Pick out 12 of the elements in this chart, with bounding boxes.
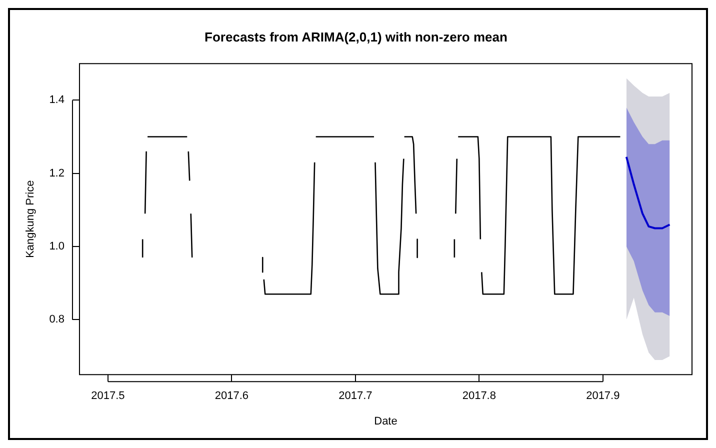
y-tick-label: 1.0: [49, 240, 64, 253]
y-axis-title: Kangkung Price: [24, 180, 37, 258]
x-tick-label: 2017.5: [91, 390, 125, 402]
x-tick-label: 2017.6: [214, 390, 249, 402]
y-tick-label: 1.4: [49, 94, 64, 106]
y-tick-label: 0.8: [49, 314, 64, 326]
chart-title: Forecasts from ARIMA(2,0,1) with non-zero mean: [204, 29, 508, 44]
y-tick-label: 1.2: [49, 167, 64, 180]
x-axis-title: Date: [374, 415, 398, 428]
x-tick-label: 2017.9: [586, 390, 620, 402]
x-tick-label: 2017.8: [462, 390, 496, 402]
x-tick-label: 2017.7: [338, 390, 372, 402]
